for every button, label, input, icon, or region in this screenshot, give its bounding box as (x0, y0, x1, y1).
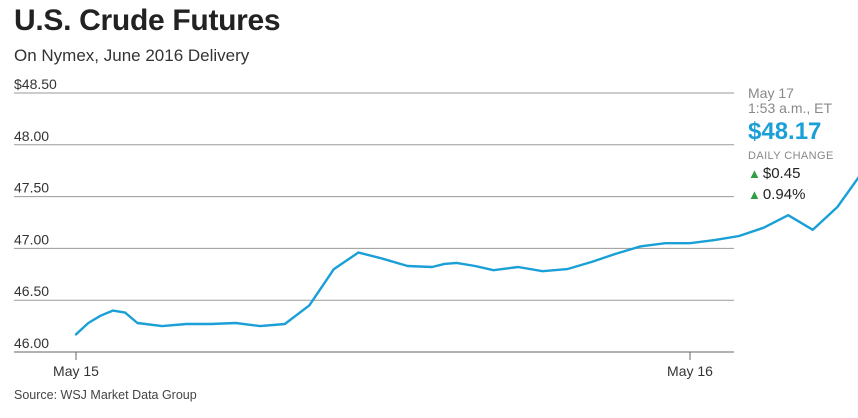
series-layer (74, 176, 858, 336)
chart-subtitle: On Nymex, June 2016 Delivery (14, 46, 250, 65)
up-triangle-icon: ▲ (748, 187, 761, 202)
y-tick-label: 48.00 (14, 128, 49, 144)
source-note: Source: WSJ Market Data Group (14, 388, 197, 402)
change-absolute: ▲ $0.45 (748, 165, 854, 183)
change-absolute-value: $0.45 (762, 165, 801, 182)
y-tick-label: $48.50 (14, 76, 57, 92)
chart-title: U.S. Crude Futures (14, 4, 281, 37)
readout-price: $48.17 (748, 118, 822, 145)
readout-time: 1:53 a.m., ET (748, 100, 833, 116)
price-readout: May 17 1:53 a.m., ET $48.17 DAILY CHANGE… (748, 86, 854, 204)
price-line (74, 176, 858, 336)
readout-date: May 17 (748, 85, 794, 101)
daily-change-label: DAILY CHANGE (748, 150, 834, 162)
x-tick-label: May 15 (53, 363, 99, 379)
x-tick-label: May 16 (667, 363, 713, 379)
y-tick-label: 46.50 (14, 283, 49, 299)
y-tick-label: 47.50 (14, 180, 49, 196)
y-axis: 46.00 46.50 47.00 47.50 48.00 $48.50 (14, 76, 57, 351)
y-tick-label: 47.00 (14, 231, 49, 247)
change-percent-value: 0.94% (762, 186, 806, 203)
y-tick-label: 46.00 (14, 335, 49, 351)
change-percent: ▲ 0.94% (748, 186, 854, 204)
up-triangle-icon: ▲ (748, 166, 761, 181)
